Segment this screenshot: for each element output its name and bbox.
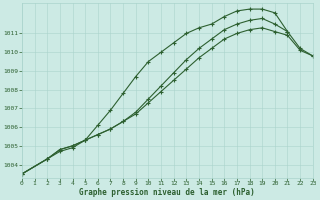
X-axis label: Graphe pression niveau de la mer (hPa): Graphe pression niveau de la mer (hPa) [79,188,255,197]
